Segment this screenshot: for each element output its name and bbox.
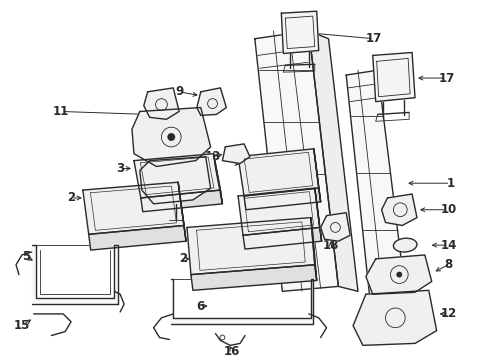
- Text: 10: 10: [439, 203, 456, 216]
- Polygon shape: [197, 88, 226, 116]
- Text: 5: 5: [21, 251, 30, 264]
- Polygon shape: [222, 144, 249, 163]
- Polygon shape: [372, 53, 414, 102]
- Polygon shape: [140, 157, 210, 204]
- Circle shape: [396, 272, 402, 278]
- Text: 6: 6: [196, 300, 204, 312]
- Text: 17: 17: [365, 32, 381, 45]
- Polygon shape: [178, 182, 185, 241]
- Text: 13: 13: [204, 150, 220, 163]
- Polygon shape: [238, 188, 319, 235]
- Polygon shape: [244, 188, 320, 210]
- Polygon shape: [365, 255, 431, 294]
- Text: 18: 18: [322, 239, 338, 252]
- Text: 14: 14: [439, 239, 456, 252]
- Polygon shape: [171, 279, 312, 324]
- Polygon shape: [82, 182, 183, 234]
- Polygon shape: [132, 108, 210, 166]
- Polygon shape: [190, 265, 316, 290]
- Text: 2: 2: [67, 192, 75, 204]
- Polygon shape: [308, 31, 357, 291]
- Text: 16: 16: [224, 345, 240, 358]
- Polygon shape: [352, 290, 436, 345]
- Polygon shape: [320, 213, 349, 241]
- Ellipse shape: [393, 238, 416, 252]
- Polygon shape: [381, 194, 416, 225]
- Text: 15: 15: [14, 319, 30, 332]
- Polygon shape: [254, 31, 338, 291]
- Text: 1: 1: [446, 177, 453, 190]
- Polygon shape: [346, 70, 405, 298]
- Text: 2: 2: [179, 252, 187, 265]
- Polygon shape: [213, 154, 222, 204]
- Polygon shape: [314, 188, 321, 241]
- Text: 3: 3: [116, 162, 124, 175]
- Text: 11: 11: [53, 105, 69, 118]
- Text: 8: 8: [444, 258, 451, 271]
- Polygon shape: [186, 217, 314, 275]
- Polygon shape: [143, 88, 179, 119]
- Polygon shape: [238, 149, 318, 196]
- Polygon shape: [310, 217, 316, 280]
- Polygon shape: [141, 190, 222, 212]
- Text: 9: 9: [175, 85, 183, 98]
- Polygon shape: [281, 11, 318, 54]
- Text: 17: 17: [437, 72, 454, 85]
- Text: 12: 12: [439, 307, 456, 320]
- Polygon shape: [313, 149, 320, 202]
- Circle shape: [167, 133, 175, 141]
- Text: 7: 7: [169, 216, 177, 229]
- Polygon shape: [243, 228, 321, 249]
- Polygon shape: [88, 225, 185, 250]
- Text: 4: 4: [234, 157, 242, 170]
- Polygon shape: [134, 154, 220, 198]
- Polygon shape: [32, 245, 118, 304]
